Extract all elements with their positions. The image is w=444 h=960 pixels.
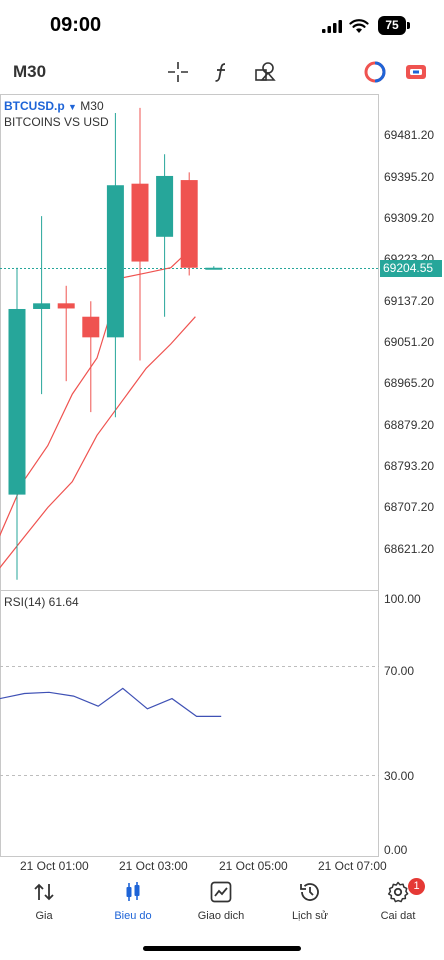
moving-average-line	[0, 316, 196, 569]
rsi-tick: 30.00	[384, 769, 415, 783]
candle-body	[57, 303, 75, 309]
bottom-navigation: Gia Bieu do Giao dich Lịch sử Cai dat 1	[0, 874, 444, 934]
price-tick: 68707.20	[384, 500, 435, 514]
price-tick: 69051.20	[384, 335, 435, 349]
nav-chart[interactable]: Bieu do	[93, 880, 173, 922]
trade-chart-icon	[210, 881, 232, 903]
chart-toolbar: M30	[0, 52, 444, 92]
history-icon	[300, 883, 319, 901]
nav-label: Cai dat	[380, 910, 416, 922]
nav-label: Bieu do	[114, 910, 152, 922]
symbol-header[interactable]: BTCUSD.p ▼ M30	[4, 99, 104, 113]
function-icon[interactable]	[210, 60, 234, 84]
rsi-tick: 0.00	[384, 843, 408, 857]
timeframe-selector[interactable]: M30	[13, 62, 47, 81]
candle-body	[180, 180, 198, 268]
status-bar: 09:00 75	[0, 0, 444, 52]
moving-average-line	[0, 244, 196, 537]
chart-frame	[0, 94, 379, 857]
price-chart[interactable]	[0, 92, 444, 874]
nav-label: Giao dich	[197, 910, 245, 922]
price-tick: 68793.20	[384, 459, 435, 473]
notification-badge: 1	[408, 878, 425, 895]
one-click-trading-icon[interactable]	[363, 60, 387, 84]
nav-trade[interactable]: Giao dich	[181, 880, 261, 922]
price-tick: 69481.20	[384, 128, 435, 142]
candle-body	[8, 308, 26, 495]
time-tick: 21 Oct 05:00	[219, 859, 288, 873]
candle-body	[33, 303, 51, 309]
price-tick: 69395.20	[384, 170, 435, 184]
current-price-label: 69204.55	[380, 260, 442, 277]
objects-icon[interactable]	[254, 60, 278, 84]
symbol-timeframe: M30	[80, 99, 104, 113]
time-tick: 21 Oct 07:00	[318, 859, 387, 873]
nav-history[interactable]: Lịch sử	[270, 880, 350, 922]
cellular-signal-icon	[322, 20, 342, 33]
price-tick: 68879.20	[384, 418, 435, 432]
home-indicator	[143, 946, 301, 951]
price-tick: 68965.20	[384, 376, 435, 390]
nav-label: Gia	[35, 910, 53, 922]
trade-toggle-icon[interactable]	[404, 60, 428, 84]
candle-body	[156, 175, 174, 237]
candle-body	[205, 267, 223, 270]
wifi-icon	[349, 19, 369, 33]
rsi-tick: 100.00	[384, 592, 421, 606]
candle-body	[106, 185, 124, 338]
symbol-name[interactable]: BTCUSD.p	[4, 99, 65, 113]
symbol-dropdown-icon[interactable]: ▼	[68, 102, 77, 112]
candle-body	[131, 183, 149, 262]
nav-quotes[interactable]: Gia	[4, 880, 84, 922]
battery-level: 75	[378, 16, 406, 35]
candle-body	[82, 316, 100, 338]
settings-gear-icon	[387, 881, 409, 903]
status-time: 09:00	[50, 14, 102, 36]
symbol-description: BITCOINS VS USD	[4, 115, 109, 129]
rsi-tick: 70.00	[384, 664, 415, 678]
time-tick: 21 Oct 01:00	[20, 859, 89, 873]
price-tick: 68621.20	[384, 542, 435, 556]
nav-settings[interactable]: Cai dat 1	[358, 878, 438, 922]
quotes-arrows-icon	[34, 883, 54, 901]
crosshair-icon[interactable]	[166, 60, 190, 84]
candles-icon	[126, 882, 140, 901]
battery-tip	[407, 22, 410, 29]
nav-label: Lịch sử	[291, 910, 329, 922]
price-tick: 69137.20	[384, 294, 435, 308]
rsi-line	[0, 687, 222, 718]
rsi-indicator-label[interactable]: RSI(14) 61.64	[4, 595, 79, 609]
time-tick: 21 Oct 03:00	[119, 859, 188, 873]
price-tick: 69309.20	[384, 211, 435, 225]
